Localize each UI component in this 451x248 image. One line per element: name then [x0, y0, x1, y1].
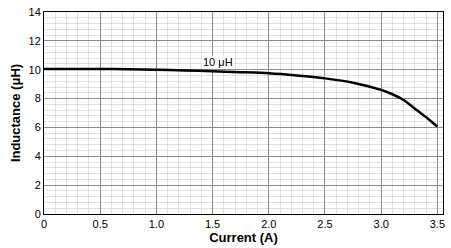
svg-text:2.5: 2.5	[317, 218, 332, 230]
svg-text:0.5: 0.5	[93, 218, 108, 230]
svg-text:1.5: 1.5	[205, 218, 220, 230]
svg-text:3.5: 3.5	[430, 218, 445, 230]
svg-text:0: 0	[41, 218, 47, 230]
svg-text:1.0: 1.0	[149, 218, 164, 230]
svg-text:Inductance (μH): Inductance (μH)	[8, 64, 23, 162]
svg-text:2: 2	[35, 179, 41, 191]
svg-text:0: 0	[35, 208, 41, 220]
svg-text:12: 12	[29, 35, 41, 47]
svg-text:2.0: 2.0	[261, 218, 276, 230]
svg-text:10 μH: 10 μH	[203, 56, 233, 68]
svg-text:Current (A): Current (A)	[209, 230, 278, 245]
svg-text:14: 14	[29, 6, 41, 18]
svg-text:4: 4	[35, 150, 41, 162]
svg-text:8: 8	[35, 92, 41, 104]
svg-text:10: 10	[29, 64, 41, 76]
svg-text:3.0: 3.0	[374, 218, 389, 230]
svg-text:6: 6	[35, 121, 41, 133]
